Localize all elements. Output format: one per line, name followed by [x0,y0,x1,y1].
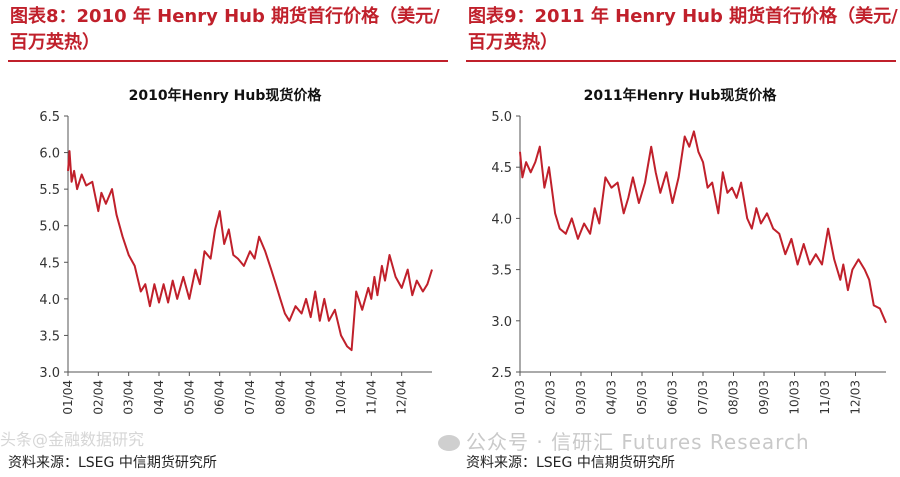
y-tick-label: 6.0 [39,147,60,162]
figure-title: 图表9：2011 年 Henry Hub 期货首行价格（美元/百万英热） [468,6,898,53]
x-tick-label: 06/04 [213,380,227,415]
source-note: 资料来源：LSEG 中信期货研究所 [8,455,217,471]
x-tick-label: 05/04 [182,380,196,415]
watermark-text: 公众号 · 信研汇 Futures Research [466,430,810,454]
y-tick-label: 5.5 [39,183,60,198]
figure-title: 图表8：2010 年 Henry Hub 期货首行价格（美元/百万英热） [10,6,440,53]
x-tick-label: 02/04 [91,380,105,415]
x-tick-label: 07/04 [243,380,257,415]
chart-2011: 2011年Henry Hub现货价格 2.5 3.0 3.5 4.0 4.5 5.0 01/0… [491,87,887,415]
x-tick-label: 03/04 [122,380,136,415]
x-tick-label: 01/04 [61,380,75,415]
y-tick-label: 2.5 [491,366,512,381]
chart-title: 2011年Henry Hub现货价格 [584,87,778,104]
x-tick-label: 09/04 [304,380,318,415]
panel-2010: 图表8：2010 年 Henry Hub 期货首行价格（美元/百万英热） 201… [8,6,448,471]
x-tick-label: 08/04 [273,380,287,415]
y-tick-label: 4.5 [491,161,512,176]
wechat-icon [438,435,460,451]
price-line [67,150,433,352]
x-tick-label: 11/03 [818,380,832,415]
x-tick-label: 12/03 [849,380,863,415]
y-tick-label: 3.0 [491,315,512,330]
y-tick-label: 3.5 [39,329,60,344]
x-tick-label: 10/04 [334,380,348,415]
x-tick-label: 04/03 [605,380,619,415]
x-tick-label: 02/03 [544,380,558,415]
x-tick-label: 03/03 [574,380,588,415]
price-line [519,130,887,324]
x-tick-label: 11/04 [364,380,378,415]
y-tick-label: 4.0 [491,212,512,227]
x-tick-label: 08/03 [727,380,741,415]
x-tick-label: 07/03 [696,380,710,415]
y-tick-label: 4.0 [39,293,60,308]
title-rule [8,60,448,62]
x-tick-label: 04/04 [152,380,166,415]
source-note: 资料来源：LSEG 中信期货研究所 [466,455,675,471]
x-tick-label: 01/03 [513,380,527,415]
y-tick-label: 3.5 [491,264,512,279]
x-tick-label: 06/03 [666,380,680,415]
x-tick-label: 10/03 [788,380,802,415]
y-tick-label: 5.0 [491,110,512,125]
y-tick-label: 3.0 [39,366,60,381]
chart-title: 2010年Henry Hub现货价格 [129,87,323,104]
y-tick-label: 6.5 [39,110,60,125]
panel-2011: 图表9：2011 年 Henry Hub 期货首行价格（美元/百万英热） 201… [458,0,900,477]
y-tick-label: 5.0 [39,220,60,235]
y-tick-label: 4.5 [39,256,60,271]
x-tick-label: 09/03 [757,380,771,415]
chart-2010: 2010年Henry Hub现货价格 3.0 3.5 4.0 4.5 5.0 5.5 6.0 6… [39,87,433,415]
x-tick-label: 05/03 [635,380,649,415]
watermark: 公众号 · 信研汇 Futures Research [438,426,810,455]
title-rule [466,60,896,62]
x-tick-label: 12/04 [395,380,409,415]
watermark-left: 头条@金融数据研究 [0,430,145,449]
